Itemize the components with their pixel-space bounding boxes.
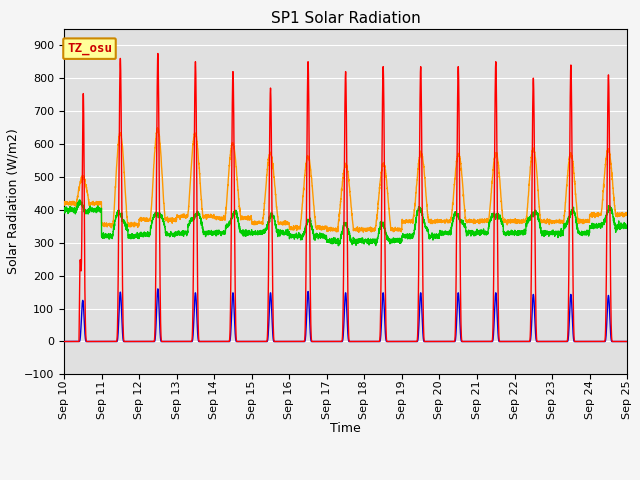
sp1_LWout [355, 229, 363, 235]
sp1_LWout [325, 228, 333, 233]
sp1_LWout [504, 219, 512, 225]
sp1_SWin [441, 338, 449, 344]
sp1_SWin [472, 338, 480, 344]
sp1_LWin [623, 224, 631, 229]
sp1_LWin [161, 226, 169, 232]
sp1_LWin [623, 225, 630, 230]
Line: sp1_SWin: sp1_SWin [64, 53, 627, 341]
sp1_SWin [504, 338, 511, 344]
sp1_LWout [441, 218, 449, 224]
sp1_LWout [60, 202, 68, 207]
sp1_LWout [472, 218, 480, 224]
sp1_LWin [472, 230, 480, 236]
sp1_LWout [154, 125, 161, 131]
Y-axis label: Solar Radiation (W/m2): Solar Radiation (W/m2) [7, 129, 20, 275]
sp1_SWout [154, 286, 162, 292]
sp1_LWin [441, 229, 449, 235]
Line: sp1_LWout: sp1_LWout [64, 128, 627, 232]
sp1_SWout [325, 338, 333, 344]
sp1_LWout [623, 211, 631, 217]
sp1_SWin [623, 338, 630, 344]
sp1_SWout [441, 338, 449, 344]
sp1_SWout [623, 338, 631, 344]
Line: sp1_SWout: sp1_SWout [64, 289, 627, 341]
sp1_LWout [623, 210, 630, 216]
sp1_LWout [161, 216, 169, 221]
sp1_LWin [60, 208, 68, 214]
sp1_SWout [504, 338, 511, 344]
sp1_SWin [60, 338, 68, 344]
sp1_SWout [472, 338, 480, 344]
sp1_SWout [60, 338, 68, 344]
sp1_LWin [504, 231, 512, 237]
sp1_LWin [325, 240, 333, 245]
sp1_SWin [623, 338, 631, 344]
Title: SP1 Solar Radiation: SP1 Solar Radiation [271, 11, 420, 26]
sp1_SWout [623, 338, 630, 344]
X-axis label: Time: Time [330, 422, 361, 435]
sp1_SWout [161, 338, 169, 344]
sp1_SWin [325, 338, 333, 344]
sp1_LWin [76, 197, 83, 203]
sp1_SWin [161, 338, 169, 344]
sp1_SWin [154, 50, 162, 56]
Text: TZ_osu: TZ_osu [67, 42, 112, 55]
Line: sp1_LWin: sp1_LWin [64, 200, 627, 246]
sp1_LWin [335, 243, 342, 249]
